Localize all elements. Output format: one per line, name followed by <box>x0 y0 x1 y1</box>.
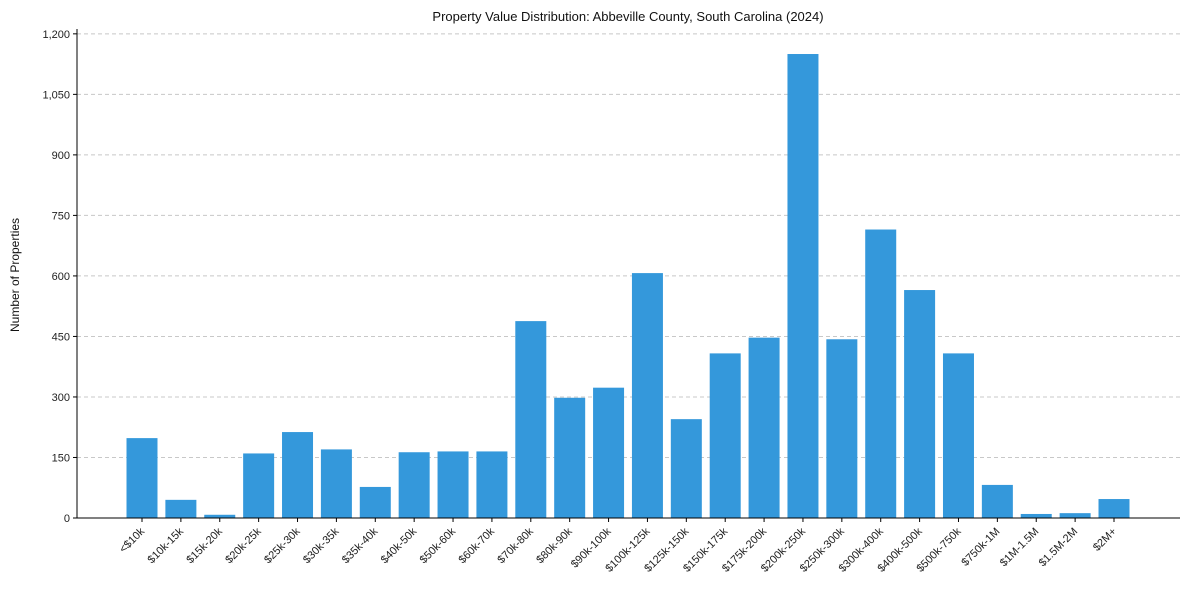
y-tick-label: 1,050 <box>42 89 70 101</box>
x-tick-label: $2M+ <box>1091 526 1119 554</box>
x-tick-label: $50k-60k <box>418 525 459 566</box>
bar <box>126 438 158 518</box>
bar <box>1059 513 1091 518</box>
bar <box>709 353 741 518</box>
y-axis-ticks: 0 150 300 450 600 750 900 1,050 1,200 <box>42 29 77 525</box>
gridlines <box>77 33 1180 458</box>
bar <box>359 486 391 518</box>
x-tick-label: $10k-15k <box>146 525 187 566</box>
x-tick-label: $1.5M-2M <box>1037 526 1081 570</box>
y-tick-label: 0 <box>64 513 70 525</box>
bar <box>981 484 1013 518</box>
bar <box>1098 499 1130 518</box>
x-tick-label: $750k-1M <box>959 526 1002 569</box>
x-tick-label: $15k-20k <box>184 525 225 566</box>
x-tick-label: $25k-30k <box>262 525 303 566</box>
bar <box>942 353 974 518</box>
x-tick-label: $70k-80k <box>495 525 536 566</box>
bar <box>1020 513 1052 518</box>
bar <box>437 451 469 518</box>
bar <box>904 290 936 518</box>
x-tick-label: <$10k <box>117 525 147 555</box>
bar <box>826 339 858 518</box>
x-tick-label: $80k-90k <box>534 525 575 566</box>
x-tick-label: $20k-25k <box>223 525 264 566</box>
x-tick-label: $60k-70k <box>457 525 498 566</box>
bar <box>670 419 702 518</box>
bar <box>398 452 430 518</box>
bar <box>282 432 314 518</box>
y-axis-label: Number of Properties <box>8 218 22 332</box>
bar <box>515 321 547 518</box>
y-tick-label: 750 <box>52 210 70 222</box>
y-tick-label: 600 <box>52 271 70 283</box>
bar <box>593 387 625 518</box>
x-axis-ticks: <$10k$10k-15k$15k-20k$20k-25k$25k-30k$30… <box>117 518 1119 575</box>
y-tick-label: 450 <box>52 331 70 343</box>
bar <box>787 54 819 518</box>
x-tick-label: $35k-40k <box>340 525 381 566</box>
bar <box>631 273 663 518</box>
bar <box>320 449 352 518</box>
y-tick-label: 150 <box>52 452 70 464</box>
x-tick-label: $1M-1.5M <box>998 526 1042 570</box>
bar <box>865 229 897 518</box>
bar <box>476 451 508 518</box>
y-tick-label: 900 <box>52 150 70 162</box>
bar <box>165 499 197 518</box>
bar <box>204 514 236 518</box>
bar <box>748 337 780 518</box>
bar <box>243 453 275 518</box>
x-tick-label: $30k-35k <box>301 525 342 566</box>
y-tick-label: 300 <box>52 392 70 404</box>
x-tick-label: $40k-50k <box>379 525 420 566</box>
y-tick-label: 1,200 <box>42 29 70 41</box>
bars <box>126 54 1130 518</box>
chart-title: Property Value Distribution: Abbeville C… <box>432 9 823 24</box>
bar <box>554 397 586 518</box>
